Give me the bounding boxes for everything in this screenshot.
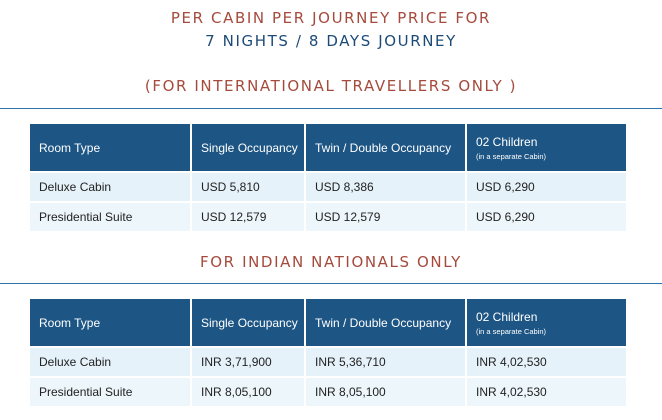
header-single-occupancy: Single Occupancy [191,299,306,347]
twin-double-occupancy-cell: USD 8,386 [305,171,467,202]
header-room-type: Room Type [30,124,192,172]
page-title-line1: PER CABIN PER JOURNEY PRICE FOR [170,9,492,27]
room-type-cell: Deluxe Cabin [30,346,192,377]
header-twin-double-occupancy: Twin / Double Occupancy [305,299,467,347]
room-type-cell: Deluxe Cabin [30,171,192,202]
single-occupancy-cell: INR 3,71,900 [191,346,306,377]
single-occupancy-cell: USD 5,810 [191,171,306,202]
header-room-type: Room Type [30,299,192,347]
children-cell: USD 6,290 [466,201,626,231]
section-heading-international: (FOR INTERNATIONAL TRAVELLERS ONLY ) [144,77,518,95]
page-title-line2: 7 NIGHTS / 8 DAYS JOURNEY [205,32,457,50]
table-row: Deluxe Cabin USD 5,810 USD 8,386 USD 6,2… [30,171,626,202]
header-children-label: 02 Children [476,309,538,324]
children-cell: INR 4,02,530 [466,346,626,377]
room-type-cell: Presidential Suite [30,376,192,406]
twin-double-occupancy-cell: INR 8,05,100 [305,376,467,406]
header-children: 02 Children (in a separate Cabin) [466,124,626,172]
table-row: Deluxe Cabin INR 3,71,900 INR 5,36,710 I… [30,346,626,377]
header-children-label: 02 Children [476,134,538,149]
table-row: Presidential Suite USD 12,579 USD 12,579… [30,201,626,231]
children-cell: INR 4,02,530 [466,376,626,406]
price-table-international: Room Type Single Occupancy Twin / Double… [30,124,626,231]
room-type-cell: Presidential Suite [30,201,192,231]
twin-double-occupancy-cell: USD 12,579 [305,201,467,231]
header-twin-double-occupancy: Twin / Double Occupancy [305,124,467,172]
table-header-row: Room Type Single Occupancy Twin / Double… [30,124,626,172]
table-row: Presidential Suite INR 8,05,100 INR 8,05… [30,376,626,406]
single-occupancy-cell: INR 8,05,100 [191,376,306,406]
price-table-indian: Room Type Single Occupancy Twin / Double… [30,299,626,406]
section-divider-indian [0,283,662,284]
section-divider-international [0,108,662,109]
header-children-note: (in a separate Cabin) [476,151,547,161]
header-children-note: (in a separate Cabin) [476,326,547,336]
twin-double-occupancy-cell: INR 5,36,710 [305,346,467,377]
table-header-row: Room Type Single Occupancy Twin / Double… [30,299,626,347]
header-single-occupancy: Single Occupancy [191,124,306,172]
single-occupancy-cell: USD 12,579 [191,201,306,231]
header-children: 02 Children (in a separate Cabin) [466,299,626,347]
section-heading-indian: FOR INDIAN NATIONALS ONLY [200,253,462,271]
children-cell: USD 6,290 [466,171,626,202]
